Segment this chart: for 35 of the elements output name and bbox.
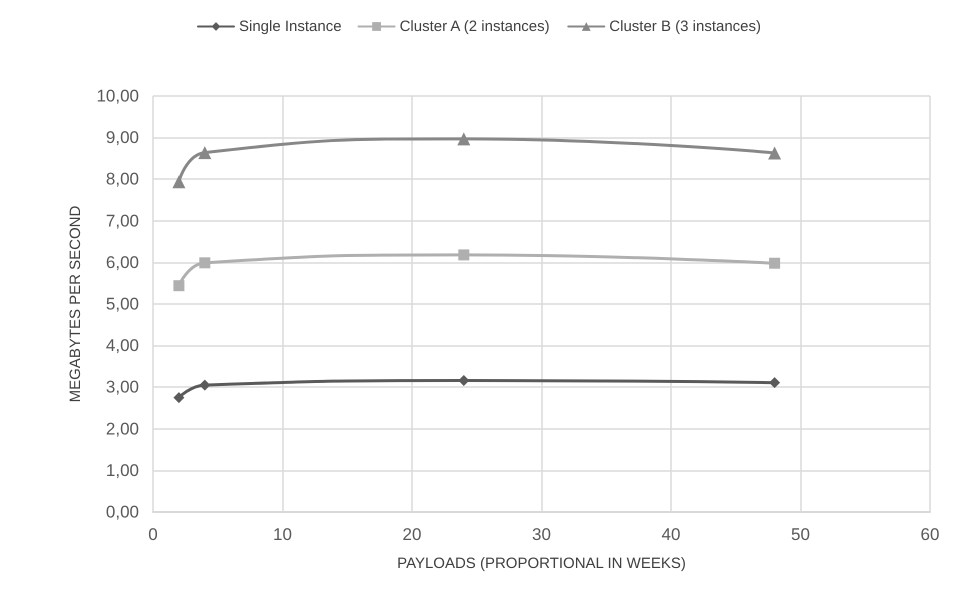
x-tick-label: 0 — [148, 525, 158, 544]
legend-label: Cluster A (2 instances) — [400, 18, 550, 35]
y-tick-label: 5,00 — [106, 294, 139, 314]
point — [769, 258, 780, 269]
x-tick-label: 50 — [791, 525, 810, 544]
point — [458, 375, 470, 386]
x-tick-label: 30 — [532, 525, 551, 544]
y-tick-label: 4,00 — [106, 336, 139, 356]
point — [173, 392, 184, 404]
y-tick-label: 8,00 — [106, 170, 139, 189]
x-tick-label: 10 — [273, 525, 292, 544]
point — [173, 280, 184, 292]
point — [768, 146, 782, 160]
y-tick-label: 3,00 — [106, 378, 139, 397]
x-axis-title: PAYLOADS (PROPORTIONAL IN WEEKS) — [397, 555, 686, 572]
point — [769, 377, 780, 388]
y-axis-title: MEGABYTES PER SECOND — [67, 205, 84, 402]
point — [457, 132, 470, 146]
y-tick-label: 7,00 — [106, 211, 139, 230]
y-tick-label: 1,00 — [106, 460, 139, 480]
point — [172, 175, 186, 188]
point — [199, 257, 210, 268]
legend-label: Single Instance — [238, 18, 342, 35]
y-tick-label: 2,00 — [106, 419, 139, 438]
point — [458, 249, 470, 260]
point — [198, 146, 212, 160]
y-tick-label: 9,00 — [106, 128, 139, 148]
y-tick-label: 6,00 — [106, 252, 139, 272]
legend-label: Cluster B (3 instances) — [609, 18, 762, 35]
x-tick-label: 60 — [920, 525, 940, 544]
x-tick-label: 40 — [662, 525, 680, 544]
point — [199, 380, 210, 391]
y-tick-label: 0,00 — [106, 502, 139, 522]
x-tick-label: 20 — [402, 525, 422, 544]
y-tick-label: 10,00 — [96, 86, 139, 106]
